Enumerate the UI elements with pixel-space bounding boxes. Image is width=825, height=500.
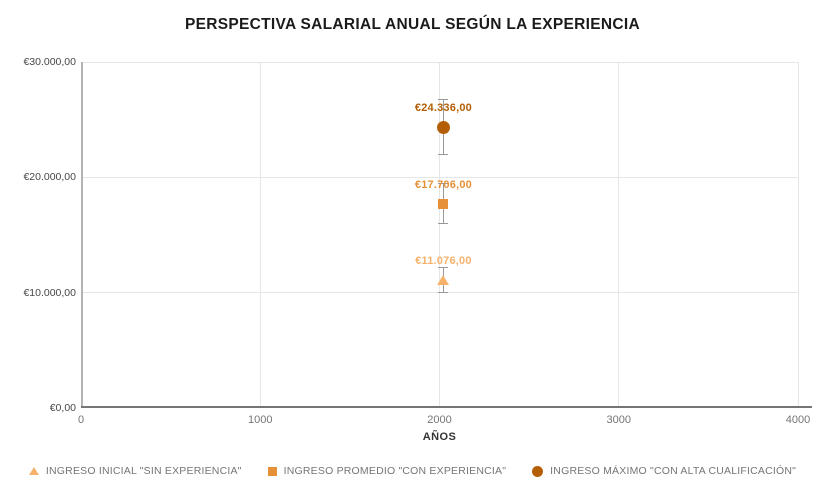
y-tick-label: €20.000,00 [23,171,76,184]
error-bar-cap [438,99,449,101]
legend-item[interactable]: INGRESO INICIAL "SIN EXPERIENCIA" [28,465,242,477]
y-axis-line [81,62,83,408]
x-grid-line [259,62,261,408]
x-grid-line [618,62,620,408]
error-bar-cap [438,267,449,269]
legend-item[interactable]: INGRESO PROMEDIO "CON EXPERIENCIA" [267,465,507,477]
x-tick-label: 3000 [606,414,631,426]
x-grid-line [797,62,799,408]
error-bar-cap [438,292,449,294]
legend-item-label: INGRESO PROMEDIO "CON EXPERIENCIA" [283,465,507,477]
plot-area: €11.076,00 €17.706,00 €24.336,00 [81,61,812,408]
error-bar-cap [438,183,449,185]
data-point-marker-square[interactable] [438,198,449,209]
legend-square-icon [267,466,277,476]
legend: INGRESO INICIAL "SIN EXPERIENCIA" INGRESO… [0,460,825,482]
x-tick-label: 0 [77,414,85,426]
x-tick-label: 4000 [785,414,811,426]
error-bar-cap [438,223,449,225]
data-point-label: €11.076,00 [415,255,472,268]
y-tick-label: €0,00 [49,402,76,414]
error-bar-cap [438,154,449,156]
y-tick-label: €30.000,00 [23,56,76,68]
x-grid-line [439,62,440,408]
data-point-label: €17.706,00 [414,178,472,191]
legend-triangle-icon [28,467,39,475]
legend-item[interactable]: INGRESO MÁXIMO "CON ALTA CUALIFICACIÓN" [532,465,796,477]
x-axis-line [81,406,812,408]
legend-item-label: INGRESO INICIAL "SIN EXPERIENCIA" [45,465,242,477]
x-axis-title: AÑOS [422,431,457,443]
y-tick-label: €10.000,00 [23,286,76,299]
data-point-marker-circle[interactable] [436,120,450,134]
chart-title: PERSPECTIVA SALARIAL ANUAL SEGÚN LA EXPE… [184,16,641,33]
x-tick-label: 2000 [427,414,452,426]
data-point-label: €24.336,00 [414,102,472,115]
x-tick-label: 1000 [248,414,273,426]
legend-item-label: INGRESO MÁXIMO "CON ALTA CUALIFICACIÓN" [550,465,797,477]
legend-circle-icon [532,465,544,477]
data-point-marker-triangle[interactable] [437,275,450,286]
